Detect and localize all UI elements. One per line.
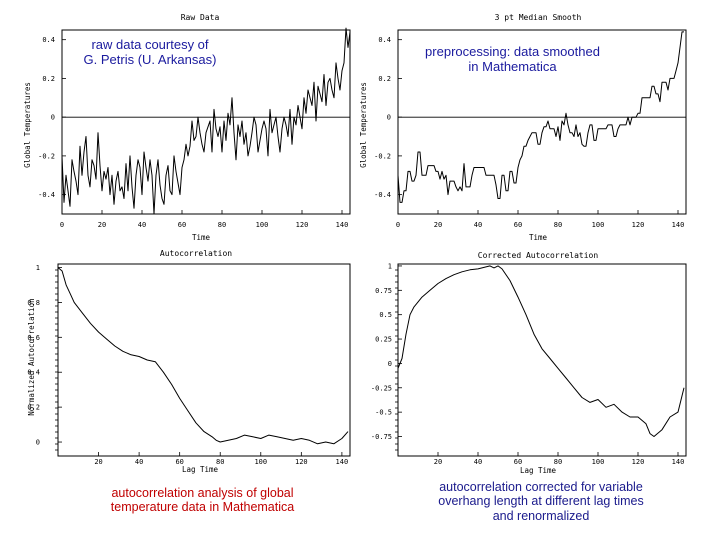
annotation-line: overhang length at different lag times [438,494,644,509]
x-tick-label: 80 [554,221,562,229]
y-tick-label: 0 [36,439,40,447]
y-tick-label: 1 [388,262,392,270]
x-tick-label: 80 [554,458,562,466]
y-tick-label: 0 [388,360,392,368]
x-tick-label: 140 [336,221,349,229]
chart-title: Raw Data [181,13,220,22]
x-tick-label: 60 [514,221,522,229]
y-tick-label: -0.5 [375,409,392,417]
data-series-line [397,265,685,437]
annotation-line: temperature data in Mathematica [110,500,295,515]
x-tick-label: 140 [672,458,685,466]
chart-title: 3 pt Median Smooth [495,13,582,22]
y-tick-label: 0.75 [375,287,392,295]
annotation-line: and renormalized [492,508,590,523]
y-tick-label: -0.2 [374,152,391,160]
x-tick-label: 100 [256,221,269,229]
x-tick-label: 100 [592,458,605,466]
x-axis-label: Time [192,233,211,242]
annotation-top-right: preprocessing: data smoothed in Mathemat… [405,44,620,75]
x-tick-label: 40 [474,458,482,466]
y-tick-label: 0.8 [27,299,40,307]
x-tick-label: 60 [514,458,522,466]
y-tick-label: 0.2 [42,75,55,83]
annotation-bottom-right: autocorrelation corrected for variable o… [405,480,677,523]
annotation-bottom-left: autocorrelation analysis of global tempe… [70,486,335,515]
annotation-line: raw data courtesy of [91,37,209,52]
autocorrelation-chart: Autocorrelation Normalized Autocorrelati… [27,249,351,474]
plot-frame [61,29,351,215]
x-tick-label: 80 [216,458,224,466]
y-tick-label: 0.4 [27,369,40,377]
x-axis-label: Lag Time [520,466,557,475]
y-tick-label: -0.4 [38,191,55,199]
x-tick-label: 20 [434,221,442,229]
x-tick-label: 100 [592,221,605,229]
chart-title: Autocorrelation [160,249,232,258]
plot-frame [397,263,687,457]
annotation-line: autocorrelation corrected for variable [439,480,643,494]
x-tick-label: 40 [474,221,482,229]
x-tick-label: 60 [175,458,183,466]
x-tick-label: 140 [672,221,685,229]
annotation-line: preprocessing: data smoothed [425,44,600,59]
x-tick-label: 120 [296,221,309,229]
chart-title: Corrected Autocorrelation [478,251,599,260]
data-series-line [397,31,684,203]
y-tick-label: 0.2 [378,75,391,83]
x-tick-label: 120 [295,458,308,466]
x-tick-label: 120 [632,221,645,229]
y-tick-label: 0.25 [375,336,392,344]
y-axis-label: Global Temperatures [359,82,368,168]
x-tick-label: 80 [218,221,226,229]
annotation-top-left: raw data courtesy of G. Petris (U. Arkan… [60,37,240,68]
x-tick-label: 60 [178,221,186,229]
y-tick-label: -0.4 [374,191,391,199]
x-tick-label: 20 [434,458,442,466]
x-tick-label: 0 [60,221,64,229]
y-tick-label: -0.25 [371,384,392,392]
y-tick-label: 0.2 [27,404,40,412]
x-tick-label: 40 [135,458,143,466]
x-tick-label: 40 [138,221,146,229]
annotation-line: autocorrelation analysis of global [111,486,294,500]
annotation-line: G. Petris (U. Arkansas) [83,51,217,67]
y-tick-label: 0 [51,114,55,122]
plot-frame [397,29,687,215]
y-axis-label: Normalized Autocorrelation [27,298,36,415]
y-tick-label: 0.4 [42,36,55,44]
y-tick-label: 0.4 [378,36,391,44]
data-series-line [61,27,351,215]
y-tick-label: -0.2 [38,152,55,160]
y-tick-label: 0.5 [379,311,392,319]
data-series-line [57,267,349,445]
x-tick-label: 120 [632,458,645,466]
smoothed-data-chart: 3 pt Median Smooth Global Temperatures T… [359,13,687,242]
x-tick-label: 20 [94,458,102,466]
raw-data-chart: Raw Data Global Temperatures Time 0 20 40 6… [23,13,351,242]
x-tick-label: 140 [336,458,349,466]
x-tick-label: 20 [98,221,106,229]
y-tick-label: 0.6 [27,334,40,342]
annotation-line: in Mathematica [468,58,557,74]
corrected-autocorrelation-chart: Corrected Autocorrelation Lag Time 20 40 6… [371,251,687,475]
y-tick-label: 1 [36,264,40,272]
x-tick-label: 100 [254,458,267,466]
y-tick-label: 0 [387,114,391,122]
x-axis-label: Time [529,233,548,242]
y-axis-label: Global Temperatures [23,82,32,168]
x-tick-label: 0 [396,221,400,229]
y-tick-label: -0.75 [371,433,392,441]
x-axis-label: Lag Time [182,465,219,474]
